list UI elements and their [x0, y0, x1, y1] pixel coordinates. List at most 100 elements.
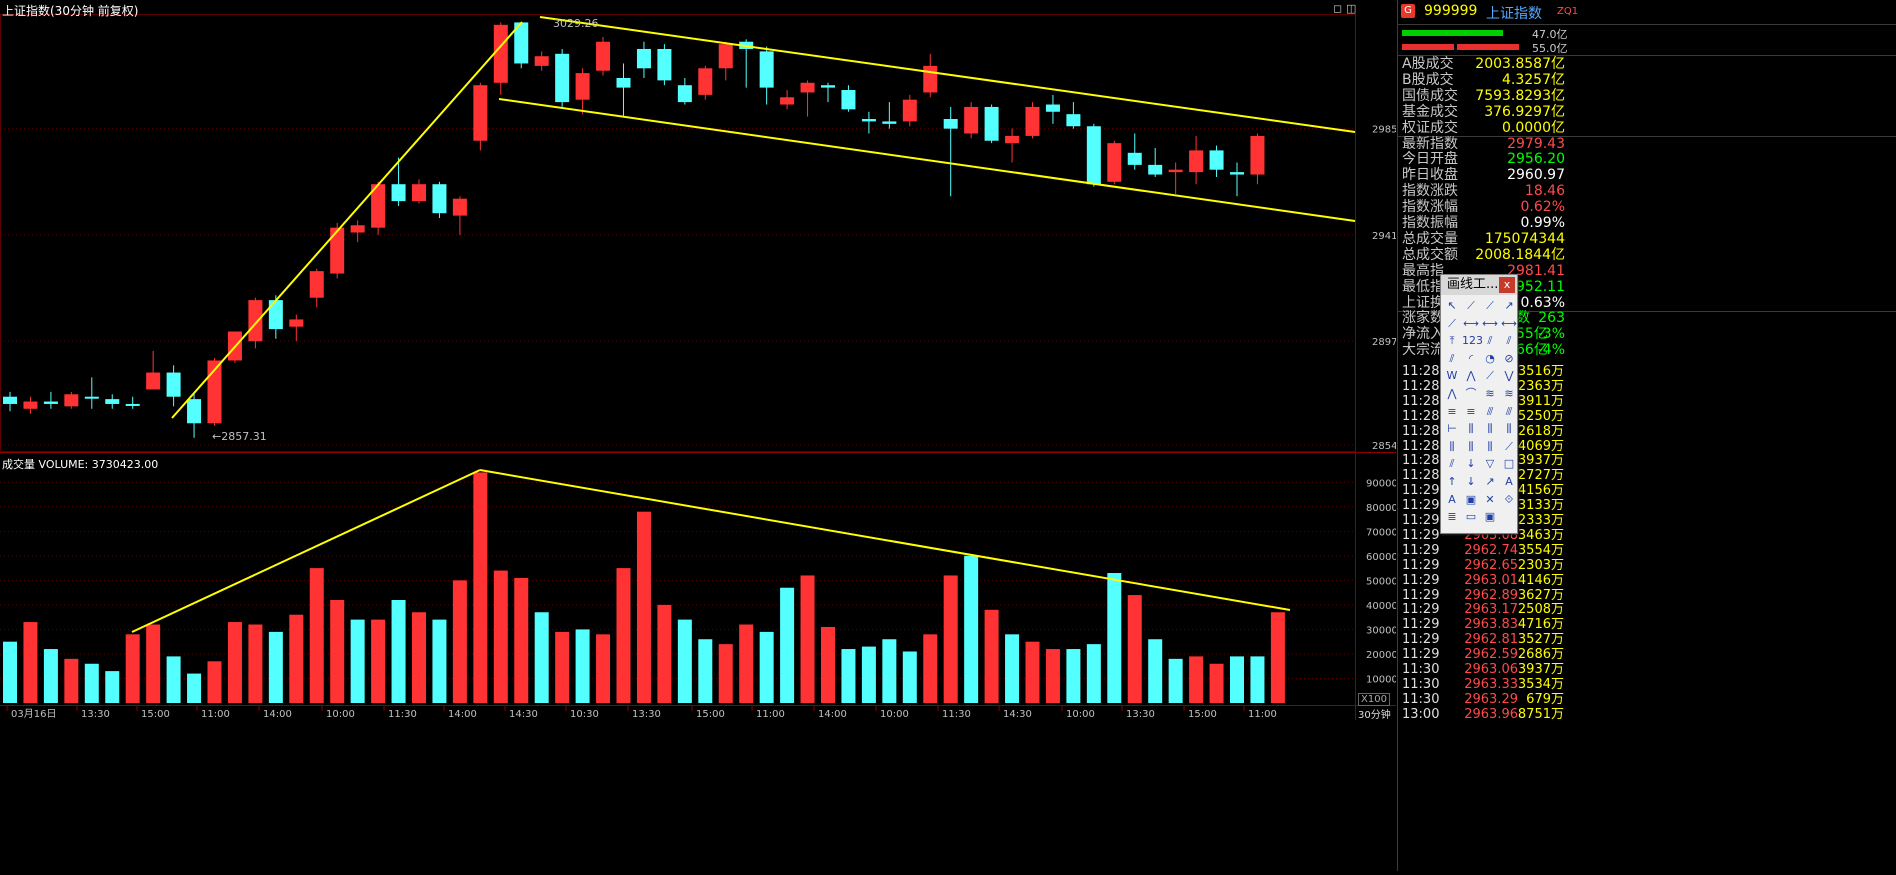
candle-body: [1005, 135, 1020, 144]
volume-bar: [718, 644, 733, 703]
draw-tool-button[interactable]: ⫼: [1468, 422, 1474, 436]
draw-tool-button[interactable]: ↗: [1485, 474, 1495, 488]
draw-tool-button[interactable]: ⫼: [1506, 422, 1512, 436]
stat-extra: 66亿: [1516, 342, 1548, 359]
stat-label: 今日开盘: [1402, 151, 1458, 168]
volume-axis-label: 80000: [1366, 503, 1396, 514]
tick-row: 13:00 2963.96 8751万: [1398, 707, 1896, 723]
stat-label: 净流入: [1402, 326, 1444, 343]
candlestick-chart[interactable]: 2985 2941 2897 2854 90000 80000 70000 60000 5000…: [0, 0, 1398, 871]
draw-tool-button[interactable]: ⫻: [1505, 404, 1513, 418]
chart-area[interactable]: 2985 2941 2897 2854 90000 80000 70000 60000 5000…: [0, 0, 1398, 871]
time-axis-label: 13:30: [1126, 709, 1155, 720]
time-axis-label: 13:30: [632, 709, 661, 720]
tick-volume: 3527万: [1517, 632, 1564, 648]
draw-tool-button[interactable]: ≡: [1466, 404, 1476, 418]
draw-tool-button[interactable]: ↗: [1504, 299, 1514, 312]
candle-body: [1230, 172, 1244, 175]
stat-value: 263: [1538, 310, 1565, 327]
time-axis-label: 15:00: [1188, 709, 1217, 720]
draw-tool-button[interactable]: ⋀: [1447, 386, 1457, 400]
volume-bar: [1270, 612, 1285, 703]
draw-tool-button[interactable]: ⫼: [1449, 439, 1455, 453]
candle-body: [105, 399, 120, 404]
draw-tool-button[interactable]: □: [1503, 457, 1515, 471]
draw-tool-button[interactable]: ✕: [1485, 492, 1495, 506]
time-axis-label: 10:30: [570, 709, 599, 720]
drawing-tools-palette[interactable]: 画线工... x ↖ ⟋ ⟋ ↗ ⟋ ⟷ ⟷ ⟷ ⤒ 123 ⫽ ⫽ ⫽ ◜ ◔ ⊘ W ⋀ ⟋ ⋁ ⋀ ⌒ ≋ ≋ ≡ ≡ ⫻ ⫻ ⊢…: [1440, 274, 1518, 534]
draw-tool-button[interactable]: ≣: [1447, 510, 1457, 524]
stat-label: B股成交: [1402, 71, 1454, 88]
tick-row: 11:29 4156万: [1398, 483, 1896, 499]
candle-body: [1066, 114, 1081, 127]
draw-tool-button[interactable]: ⟐: [1504, 492, 1514, 506]
draw-tool-button[interactable]: ↓: [1466, 474, 1476, 488]
tick-price: 2962.81: [1464, 632, 1518, 648]
draw-tool-button[interactable]: ▭: [1465, 510, 1477, 524]
draw-tool-button[interactable]: ⟋: [1486, 369, 1494, 383]
draw-tool-button[interactable]: ⤒: [1449, 334, 1455, 348]
volume-bar: [452, 580, 467, 703]
draw-tool-button[interactable]: ↑: [1447, 474, 1457, 488]
split-icon[interactable]: ◫: [1346, 2, 1357, 15]
draw-tool-button[interactable]: ⟋: [1505, 439, 1513, 453]
restore-icon[interactable]: ◻: [1333, 2, 1343, 15]
draw-tool-button[interactable]: ⟋: [1448, 316, 1456, 330]
draw-tool-button[interactable]: ⫼: [1487, 439, 1493, 453]
draw-tool-button[interactable]: ⫽: [1487, 334, 1493, 348]
draw-tool-button[interactable]: ⫻: [1486, 404, 1494, 418]
tick-volume: 2686万: [1517, 647, 1564, 663]
tick-volume: 3133万: [1517, 498, 1564, 514]
stat-label: 基金成交: [1402, 103, 1458, 120]
draw-tool-button[interactable]: [1500, 508, 1518, 526]
draw-tool-button[interactable]: ⌒: [1465, 386, 1477, 400]
g-icon[interactable]: G: [1401, 4, 1415, 18]
draw-tool-button[interactable]: ≋: [1485, 386, 1495, 400]
period-label[interactable]: 30分钟: [1358, 710, 1391, 721]
draw-tool-button[interactable]: ⊘: [1504, 351, 1514, 365]
draw-tool-button[interactable]: ⟷: [1482, 316, 1498, 330]
draw-tool-button[interactable]: ⫽: [1449, 351, 1455, 365]
volume-axis-label: 70000: [1366, 527, 1396, 538]
tick-row: 11:28 5250万: [1398, 409, 1896, 425]
draw-tool-button[interactable]: A: [1505, 474, 1513, 488]
candle-body: [861, 119, 876, 122]
draw-tool-button[interactable]: ⫽: [1449, 457, 1455, 471]
tick-volume: 3463万: [1517, 527, 1564, 543]
volume-bar: [493, 570, 508, 703]
volume-bar: [1148, 639, 1163, 703]
candle-body: [534, 56, 549, 66]
draw-tool-button[interactable]: ≋: [1504, 386, 1514, 400]
palette-title[interactable]: 画线工...: [1441, 275, 1517, 295]
draw-tool-button[interactable]: A: [1448, 492, 1456, 506]
draw-tool-button[interactable]: ≡: [1447, 404, 1457, 418]
draw-tool-button[interactable]: ⫼: [1468, 439, 1474, 453]
time-axis-label: 15:00: [696, 709, 725, 720]
draw-tool-button[interactable]: ⊢: [1447, 422, 1457, 436]
draw-tool-button[interactable]: ▣: [1465, 492, 1477, 506]
draw-tool-button[interactable]: ⟋: [1486, 299, 1494, 312]
stat-value: 2952.11: [1507, 278, 1565, 295]
draw-tool-button[interactable]: ◜: [1468, 351, 1474, 365]
draw-tool-button[interactable]: ⋀: [1466, 369, 1476, 383]
draw-tool-button[interactable]: ◔: [1485, 351, 1495, 365]
draw-tool-button[interactable]: ⟷: [1463, 316, 1479, 330]
draw-tool-button[interactable]: ⟋: [1467, 299, 1475, 312]
draw-tool-button[interactable]: ↖: [1447, 299, 1457, 312]
draw-tool-button[interactable]: ⟷: [1501, 316, 1517, 330]
sell-bar-value: 55.0亿: [1532, 42, 1568, 55]
draw-tool-button[interactable]: W: [1446, 369, 1458, 383]
volume-bar: [105, 671, 120, 703]
draw-tool-button[interactable]: ⫼: [1487, 422, 1493, 436]
draw-tool-button[interactable]: ⋁: [1504, 369, 1514, 383]
stat-value: 18.46: [1524, 183, 1565, 200]
draw-tool-button[interactable]: ↓: [1466, 457, 1476, 471]
draw-tool-button[interactable]: ⫽: [1506, 334, 1512, 348]
draw-tool-button[interactable]: 123: [1462, 334, 1483, 348]
stat-row: 最新指数 2979.43: [1398, 136, 1896, 153]
tool-grid[interactable]: ↖ ⟋ ⟋ ↗ ⟋ ⟷ ⟷ ⟷ ⤒ 123 ⫽ ⫽ ⫽ ◜ ◔ ⊘ W ⋀ ⟋ ⋁ ⋀ ⌒ ≋ ≋ ≡ ≡ ⫻ ⫻ ⊢ ⫼ ⫼ ⫼ ⫼ ⫼ ⫼ ⟋ ⫽ ↓…: [1443, 297, 1518, 526]
tick-volume: 3627万: [1517, 587, 1564, 603]
close-icon[interactable]: x: [1499, 277, 1515, 293]
draw-tool-button[interactable]: ▣: [1484, 510, 1496, 524]
draw-tool-button[interactable]: ▽: [1485, 457, 1495, 471]
